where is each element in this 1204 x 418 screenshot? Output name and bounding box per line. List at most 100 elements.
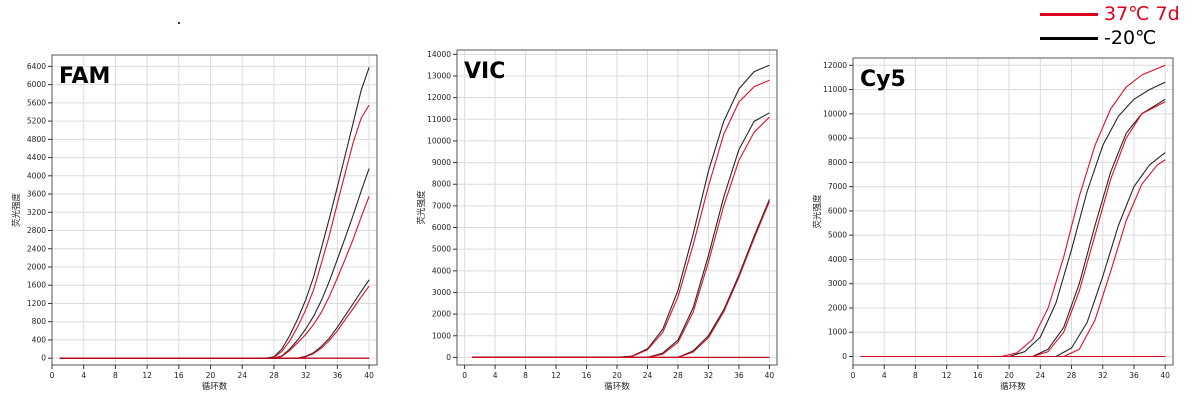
series-line-37-7d-5 <box>860 159 1166 358</box>
series-line-20-2 <box>59 168 370 359</box>
y-tick-label: 10000 <box>427 136 451 145</box>
y-tick-label: 2000 <box>432 310 451 319</box>
x-tick-label: 24 <box>237 371 247 380</box>
x-tick-label: 36 <box>333 371 343 380</box>
x-tick-label: 36 <box>734 371 744 380</box>
panel-vic: 0 1000 2000 3000 4000 5000 6000 7000 8000 9000 100… <box>416 49 778 392</box>
y-tick-label: 3200 <box>27 208 46 217</box>
plot-frame <box>852 57 1174 366</box>
y-tick-label: 4800 <box>27 135 46 144</box>
y-tick-label: 1200 <box>27 299 46 308</box>
series-line-37-7d-5 <box>472 201 770 358</box>
y-tick-label: 10000 <box>823 109 847 118</box>
y-tick-label: 4000 <box>432 266 451 275</box>
series-line-20-0 <box>472 64 770 358</box>
y-tick-label: 1000 <box>828 328 847 337</box>
legend-swatch-37c-7d <box>1040 12 1098 16</box>
y-tick-label: 12000 <box>823 61 847 70</box>
y-tick-label: 11000 <box>427 115 451 124</box>
x-tick-label: 16 <box>582 371 592 380</box>
series-line-37-7d-3 <box>860 101 1166 358</box>
series-line-20-4 <box>860 152 1166 358</box>
y-tick-label: 8000 <box>828 158 847 167</box>
x-tick-label: 0 <box>851 371 856 380</box>
y-tick-label: 400 <box>32 335 47 344</box>
x-tick-label: 28 <box>1067 371 1077 380</box>
y-tick-label: 12000 <box>427 93 451 102</box>
y-axis-label: 荧光强度 <box>416 190 427 225</box>
y-tick-label: 6400 <box>27 62 46 71</box>
series-line-20-4 <box>472 199 770 358</box>
legend-item-37c-7d: 37℃ 7d <box>1040 2 1200 26</box>
y-tick-label: 9000 <box>828 134 847 143</box>
y-tick-label: 11000 <box>823 85 847 94</box>
x-tick-label: 40 <box>364 371 374 380</box>
x-tick-label: 8 <box>523 371 528 380</box>
y-tick-label: 5000 <box>432 245 451 254</box>
panel-title: Cy5 <box>860 67 906 92</box>
y-tick-label: 4000 <box>828 255 847 264</box>
y-tick-label: 1600 <box>27 281 46 290</box>
y-tick-label: 4000 <box>27 171 46 180</box>
y-tick-label: 2000 <box>828 303 847 312</box>
series-line-37-7d-1 <box>472 79 770 358</box>
y-axis-label: 荧光强度 <box>11 193 22 228</box>
panel-title: FAM <box>59 64 110 89</box>
y-tick-label: 5600 <box>27 98 46 107</box>
y-tick-label: 7000 <box>432 201 451 210</box>
y-tick-label: 5200 <box>27 117 46 126</box>
y-tick-label: 6000 <box>828 206 847 215</box>
y-tick-label: 0 <box>842 352 847 361</box>
y-tick-label: 6000 <box>432 223 451 232</box>
y-tick-label: 9000 <box>432 158 451 167</box>
series-line-37-7d-5 <box>59 285 370 359</box>
x-axis-label: 循环数 <box>604 381 630 392</box>
series-line-20-2 <box>472 112 770 358</box>
x-tick-label: 4 <box>882 371 887 380</box>
x-tick-label: 32 <box>704 371 714 380</box>
y-tick-label: 0 <box>41 354 46 363</box>
x-tick-label: 8 <box>113 371 118 380</box>
series-line-37-7d-0 <box>860 64 1166 358</box>
legend-item-minus20c: -20℃ <box>1040 26 1200 50</box>
x-tick-label: 0 <box>50 371 55 380</box>
stray-dot <box>178 22 180 24</box>
panel-cy5: 0 1000 2000 3000 4000 5000 6000 7000 8000 9000 100… <box>812 57 1174 392</box>
y-tick-label: 4400 <box>27 153 46 162</box>
panel-fam: 0400800120016002000240028003200360040004… <box>11 54 378 392</box>
x-tick-label: 40 <box>765 371 775 380</box>
y-tick-label: 8000 <box>432 180 451 189</box>
series-line-37-7d-1 <box>59 104 370 359</box>
y-tick-label: 13000 <box>427 71 451 80</box>
series-line-20-2 <box>860 98 1166 358</box>
series-line-20-0 <box>59 67 370 359</box>
series-line-20-1 <box>860 81 1166 358</box>
x-tick-label: 12 <box>942 371 952 380</box>
y-tick-label: 800 <box>32 317 47 326</box>
x-tick-label: 20 <box>206 371 216 380</box>
y-tick-label: 2800 <box>27 226 46 235</box>
x-tick-label: 28 <box>673 371 683 380</box>
y-tick-label: 1000 <box>432 331 451 340</box>
panel-title: VIC <box>464 59 505 84</box>
y-tick-label: 0 <box>446 353 451 362</box>
x-tick-label: 32 <box>1098 371 1108 380</box>
x-tick-label: 20 <box>1004 371 1014 380</box>
series-line-37-7d-3 <box>59 196 370 359</box>
y-tick-label: 2400 <box>27 244 46 253</box>
x-tick-label: 12 <box>142 371 152 380</box>
legend-label-37c-7d: 37℃ 7d <box>1104 3 1180 25</box>
y-tick-label: 7000 <box>828 182 847 191</box>
x-tick-label: 8 <box>913 371 918 380</box>
x-axis-label: 循环数 <box>1000 381 1026 392</box>
y-tick-label: 2000 <box>27 262 46 271</box>
y-tick-label: 5000 <box>828 231 847 240</box>
x-tick-label: 4 <box>493 371 498 380</box>
y-tick-label: 3000 <box>432 288 451 297</box>
y-tick-label: 6000 <box>27 80 46 89</box>
x-tick-label: 12 <box>551 371 561 380</box>
legend-swatch-minus20c <box>1040 36 1098 40</box>
legend: 37℃ 7d -20℃ <box>1040 2 1200 50</box>
x-tick-label: 16 <box>174 371 184 380</box>
